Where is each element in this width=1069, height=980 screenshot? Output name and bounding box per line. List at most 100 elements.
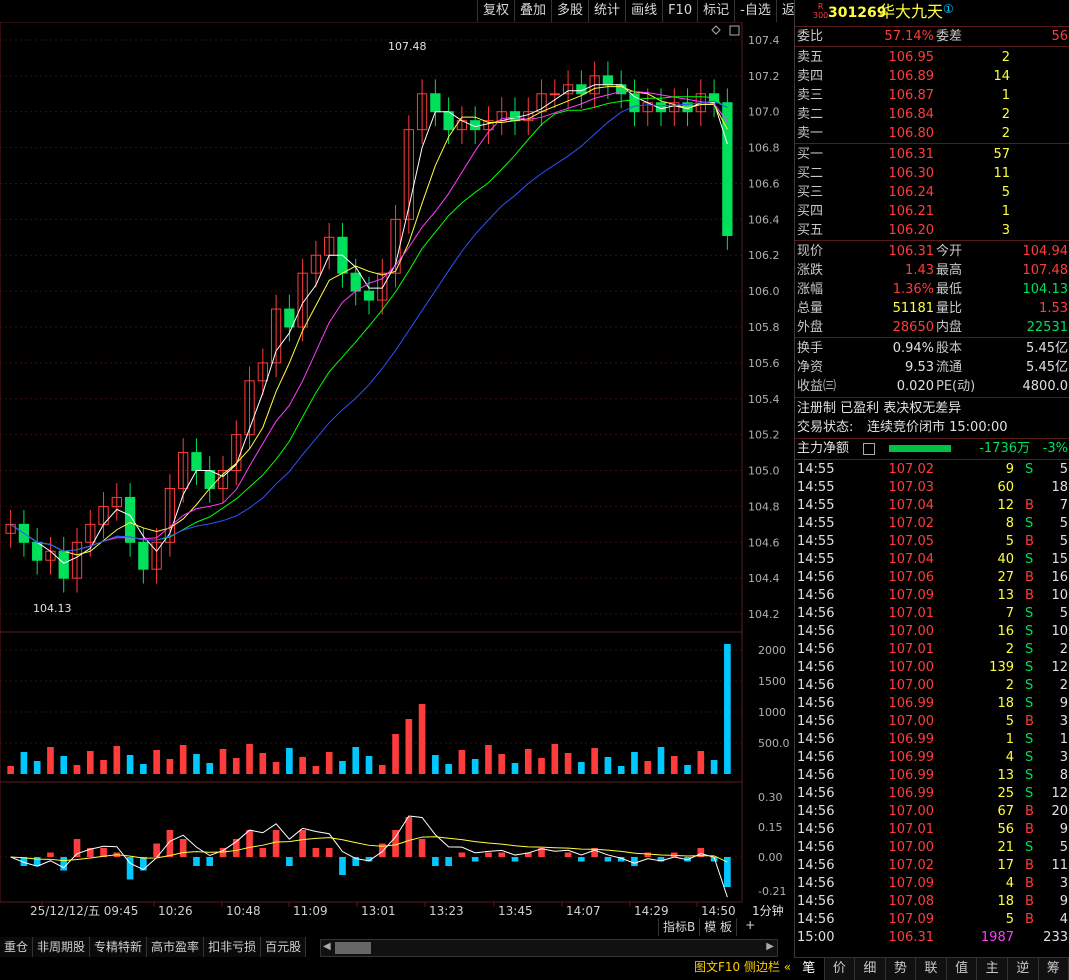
trade-price: 106.99 [889,695,935,713]
panel-tab-0[interactable]: 笔 [794,958,825,980]
trade-time: 14:56 [797,875,834,893]
stock-mark: ① [943,0,954,19]
trade-volume: 67 [997,803,1014,821]
indicator-tab-b[interactable]: 指标B [658,918,699,936]
bottom-right-links[interactable]: 图文F10 侧边栏 « [694,958,791,975]
trade-count: 16 [1051,569,1068,587]
main-force-label: 主力净额 [797,439,849,458]
ask-row[interactable]: 卖一 106.80 2 [795,124,1069,143]
price-tick: 107.2 [748,70,780,83]
panel-tab-4[interactable]: 联 [916,958,947,980]
low-label: 104.13 [33,602,72,615]
panel-tab-1[interactable]: 价 [825,958,856,980]
trade-side: S [1025,677,1033,695]
menu-icon[interactable] [863,443,875,455]
bottom-scrollbar[interactable]: ◀ ▶ [320,939,778,957]
sector-tab-1[interactable]: 非周期股 [33,937,90,957]
scroll-right-icon[interactable]: ▶ [766,941,774,952]
period-label[interactable]: 1分钟 [752,902,784,919]
toolbar-button-4[interactable]: 画线 [625,0,662,22]
price-tick: 104.2 [748,608,780,621]
template-tab[interactable]: 模 板 [699,918,736,936]
sector-tab-0[interactable]: 重仓 [0,937,33,957]
trade-side: B [1025,587,1034,605]
ask-row[interactable]: 卖二 106.84 2 [795,105,1069,124]
ask-row[interactable]: 卖四 106.89 14 [795,67,1069,86]
trade-row: 14:55 107.04 40 S 15 [795,551,1069,569]
fund-value: 9.53 [905,358,934,377]
price-tick: 104.6 [748,536,780,549]
fund-label: 股本 [936,339,962,358]
trade-volume: 21 [997,839,1014,857]
scroll-left-icon[interactable]: ◀ [323,941,331,952]
ask-row[interactable]: 卖五 106.95 2 [795,48,1069,67]
book-volume: 2 [1002,124,1010,143]
macd-tick: 0.30 [758,791,783,804]
bid-row[interactable]: 买五 106.20 3 [795,221,1069,240]
trade-volume: 8 [1006,515,1014,533]
sector-tab-5[interactable]: 百元股 [261,937,306,957]
trade-price: 107.05 [889,533,935,551]
sector-tab-2[interactable]: 专精特新 [90,937,147,957]
fund-label: 收益㈢ [797,377,836,396]
ma30-line [11,97,728,552]
macd-tick: -0.21 [758,885,786,898]
trade-row: 14:56 106.99 25 S 12 [795,785,1069,803]
quote-label: 总量 [797,299,823,318]
toolbar-button-3[interactable]: 统计 [588,0,625,22]
sector-tab-3[interactable]: 高市盈率 [147,937,204,957]
trade-row: 14:56 107.01 56 B 9 [795,821,1069,839]
weicha-label: 委差 [936,27,962,46]
toolbar-button-2[interactable]: 多股 [551,0,588,22]
panel-tab-6[interactable]: 主 [977,958,1008,980]
volume-tick: 1000 [758,706,786,719]
trade-row: 14:55 107.05 5 B 5 [795,533,1069,551]
book-level-label: 买二 [797,164,823,183]
book-level-label: 卖一 [797,124,823,143]
quote-label: 最低 [936,280,962,299]
trade-price: 107.00 [889,677,935,695]
macd-tick: 0.15 [758,821,783,834]
toolbar-button-7[interactable]: -自选 [734,0,776,22]
trade-time: 14:56 [797,911,834,929]
book-level-label: 卖二 [797,105,823,124]
ask-row[interactable]: 卖三 106.87 1 [795,86,1069,105]
quote-label: 涨幅 [797,280,823,299]
toolbar-button-0[interactable]: 复权 [477,0,514,22]
ma10-line [11,87,728,555]
indicator-tabbar: 指标B 模 板 + [658,918,763,936]
add-indicator-button[interactable]: + [736,918,763,936]
volume-tick: 2000 [758,644,786,657]
panel-tab-2[interactable]: 细 [855,958,886,980]
toolbar-button-6[interactable]: 标记 [697,0,734,22]
time-tick: 13:01 [361,904,396,918]
trade-time: 14:56 [797,857,834,875]
trade-count: 18 [1051,479,1068,497]
scrollbar-thumb[interactable] [335,942,371,954]
price-tick: 106.8 [748,142,780,155]
kline-chart[interactable]: 107.4107.2107.0106.8106.6106.4106.2106.0… [0,22,793,937]
book-volume: 1 [1002,202,1010,221]
bid-row[interactable]: 买二 106.30 11 [795,164,1069,183]
toolbar-button-5[interactable]: F10 [662,0,697,22]
panel-tab-5[interactable]: 值 [947,958,978,980]
trade-status-label: 交易状态: [797,418,853,437]
main-force-value: -1736万 [979,439,1030,458]
bid-row[interactable]: 买三 106.24 5 [795,183,1069,202]
toolbar-button-1[interactable]: 叠加 [514,0,551,22]
bid-row[interactable]: 买四 106.21 1 [795,202,1069,221]
panel-tab-8[interactable]: 筹 [1039,958,1069,980]
panel-tab-7[interactable]: 逆 [1008,958,1039,980]
quote-label: 今开 [936,242,962,261]
panel-tab-3[interactable]: 势 [886,958,917,980]
time-tick: 13:45 [498,904,533,918]
trade-volume: 40 [997,551,1014,569]
quote-label: 现价 [797,242,823,261]
trade-time: 14:56 [797,731,834,749]
bid-row[interactable]: 买一 106.31 57 [795,145,1069,164]
sector-tab-4[interactable]: 扣非亏损 [204,937,261,957]
trade-side: S [1025,839,1033,857]
trade-time: 14:56 [797,659,834,677]
trade-price: 107.01 [889,821,935,839]
trade-count: 12 [1051,785,1068,803]
